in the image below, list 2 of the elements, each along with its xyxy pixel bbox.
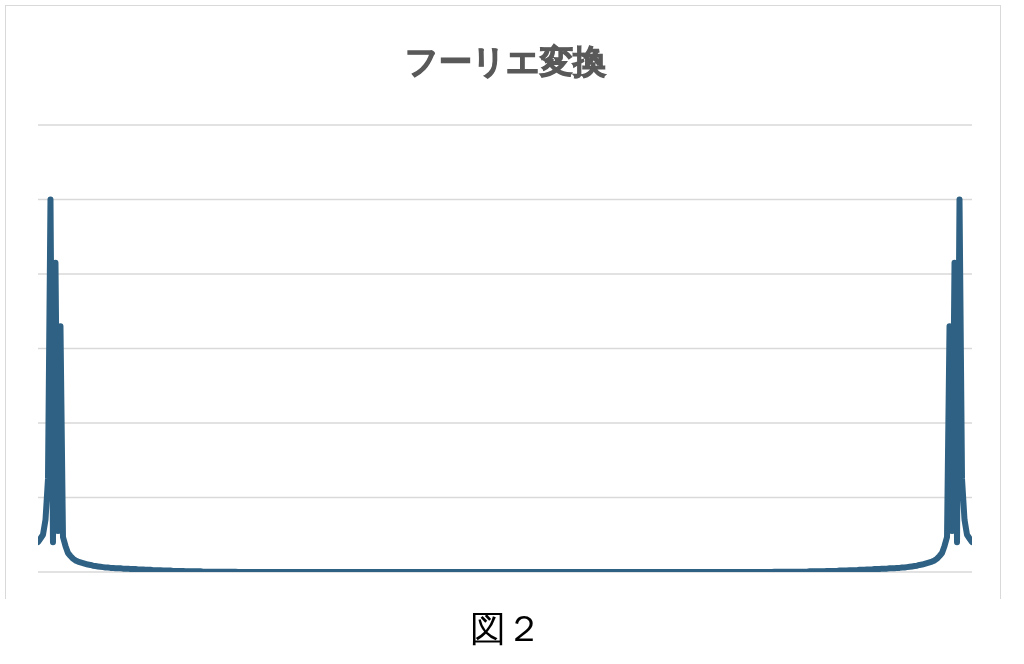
chart-title: フーリエ変換 bbox=[404, 42, 606, 81]
caption: 図２ bbox=[470, 608, 542, 649]
